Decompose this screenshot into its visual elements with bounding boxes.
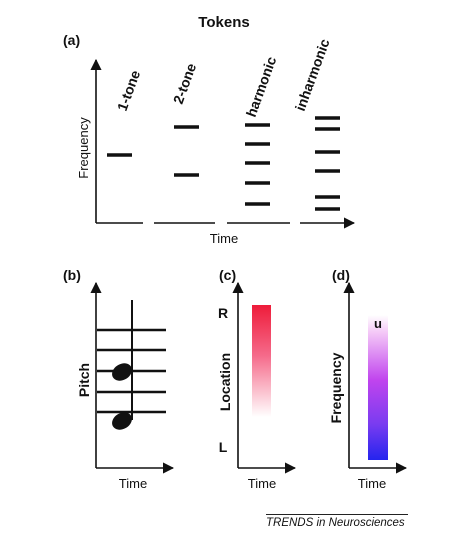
panel-b: (b) Pitch Time <box>63 267 175 491</box>
panel-c-ylabel: Location <box>217 353 233 411</box>
token-harmonic-bars <box>245 123 270 206</box>
token-label-inharmonic: inharmonic <box>292 36 333 113</box>
panel-d-xlabel: Time <box>358 476 386 491</box>
panel-a-tag: (a) <box>63 32 80 48</box>
panel-b-tag: (b) <box>63 267 81 283</box>
panel-a-ylabel: Frequency <box>76 117 91 179</box>
journal-credit: TRENDS in Neurosciences <box>266 514 408 537</box>
panel-d-tag: (d) <box>332 267 350 283</box>
token-label-2-tone: 2-tone <box>170 61 199 106</box>
panel-b-ylabel: Pitch <box>76 363 92 397</box>
panel-c: (c) Location Time R L <box>217 267 297 491</box>
location-left-label: L <box>219 439 228 455</box>
music-note-upper <box>112 363 132 381</box>
panel-c-xlabel: Time <box>248 476 276 491</box>
token-2-tone-bars <box>174 125 199 177</box>
figure-title: Tokens <box>198 14 249 31</box>
frequency-gradient-bar <box>368 315 388 460</box>
location-gradient-bar <box>252 305 271 417</box>
panel-d: (d) Frequency Time u <box>328 267 408 491</box>
token-inharmonic-bars <box>315 116 340 211</box>
panel-c-tag: (c) <box>219 267 236 283</box>
music-note-lower <box>112 412 132 430</box>
panel-d-ylabel: Frequency <box>328 352 344 423</box>
token-label-harmonic: harmonic <box>243 54 280 119</box>
panel-a: (a) Frequency Time 1-tone 2-tone harmoni… <box>63 32 356 246</box>
location-right-label: R <box>218 305 228 321</box>
frequency-note-label: u <box>374 316 382 331</box>
panel-b-xlabel: Time <box>119 476 147 491</box>
token-label-1-tone: 1-tone <box>114 68 143 113</box>
panel-a-xlabel: Time <box>210 231 238 246</box>
